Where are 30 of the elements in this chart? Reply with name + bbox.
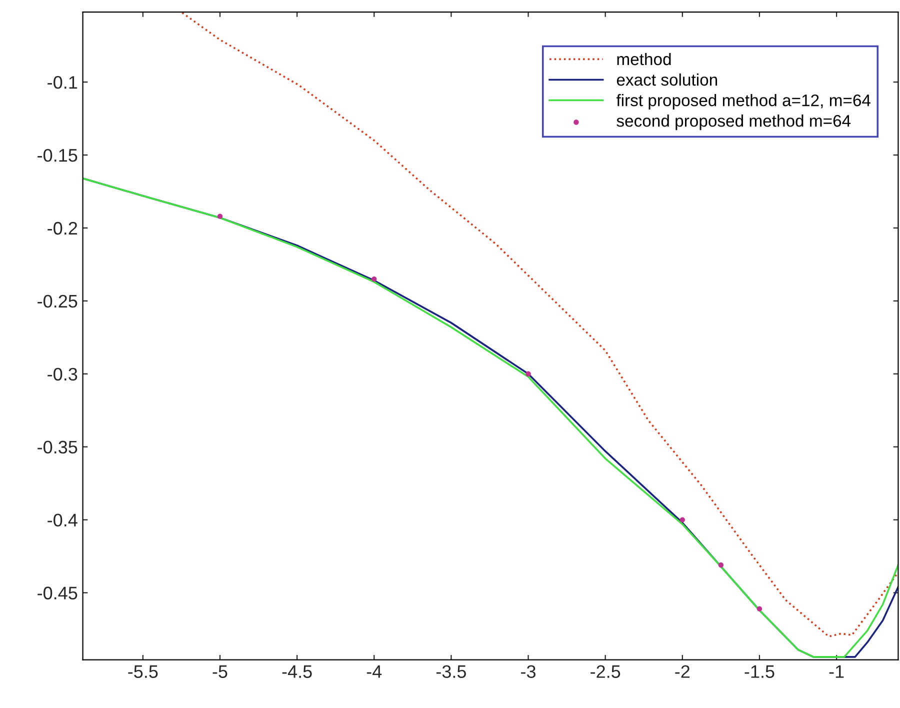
y-tick-label: -0.25 [38,294,78,308]
y-tick-label: -0.2 [48,222,78,235]
y-tick-label: -0.4 [48,514,78,527]
point [526,371,531,376]
x-tick-label: -5.5 [128,665,158,678]
point [217,214,223,219]
point [372,276,377,282]
line-series [82,177,898,658]
point [718,562,724,568]
legend-label: second proposed method m=64 [616,114,851,130]
legend-label: exact solution [616,73,718,86]
x-tick-label: -3 [521,665,536,678]
y-tick-label: -0.45 [38,586,78,600]
point [680,517,686,522]
y-tick-label: -0.35 [38,440,78,454]
x-tick-label: -3.5 [436,665,466,678]
x-tick-label: -2.5 [590,665,620,678]
x-tick-label: -1.5 [744,665,774,678]
x-tick-label: -2 [675,665,690,678]
x-tick-label: -4.5 [282,665,312,678]
y-tick-label: -0.15 [38,148,78,162]
legend-label: first proposed method a=12, m=64 [616,94,870,110]
point [756,606,762,612]
line-series [181,12,898,638]
legend-label: method [617,52,671,66]
x-tick-label: -5 [212,665,228,678]
y-tick-label: -0.1 [48,76,78,89]
x-tick-label: -1 [829,665,844,678]
x-tick-label: -4 [366,665,382,678]
y-tick-label: -0.3 [48,368,78,381]
